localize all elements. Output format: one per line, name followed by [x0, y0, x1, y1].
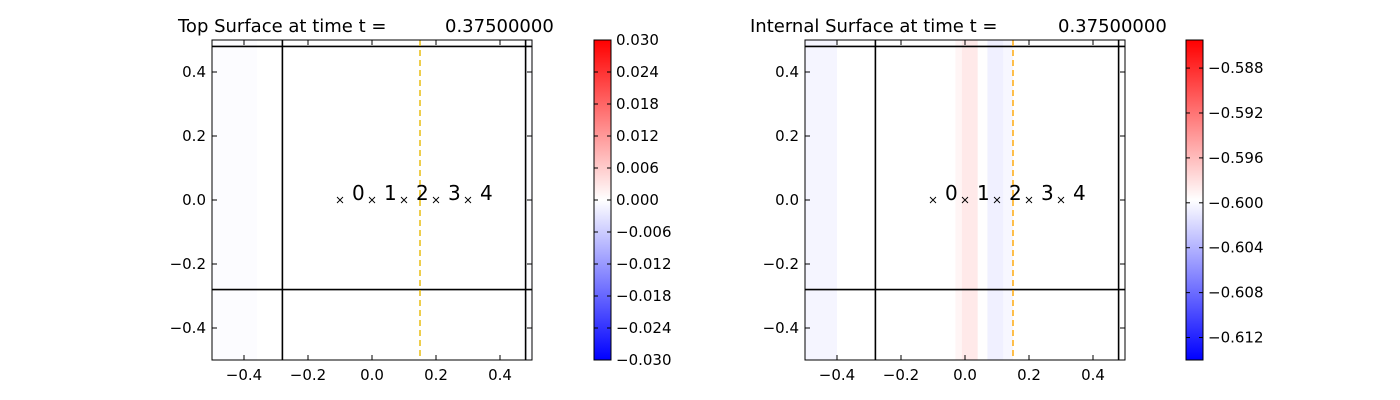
marker-1: 1: [961, 181, 990, 205]
marker-cross-0: [336, 196, 344, 204]
marker-cross-1: [961, 196, 969, 204]
y-tick-label-1: −0.2: [763, 255, 799, 273]
colorbar-gradient: [1185, 39, 1204, 361]
marker-0: 0: [336, 181, 365, 205]
chart-title: Internal Surface at time t =: [750, 16, 997, 37]
colorbar-tick-label-2: 0.018: [616, 95, 659, 113]
marker-label-3: 3: [1041, 181, 1054, 205]
x-tick-label-2: 0.0: [360, 366, 384, 384]
y-tick-label-2: 0.0: [182, 191, 206, 209]
marker-3: 3: [432, 181, 461, 205]
chart-title: Top Surface at time t =: [177, 16, 386, 37]
colorbar: −0.588 −0.592 −0.596 −0.600 −0.604 −0.608 −0.6…: [1185, 39, 1264, 361]
marker-0: 0: [929, 181, 958, 205]
colorbar-tick-label-1: −0.592: [1208, 104, 1264, 122]
chart-title-time: 0.37500000: [1058, 16, 1167, 37]
colorbar-tick-label-3: −0.600: [1208, 194, 1264, 212]
marker-4: 4: [464, 181, 493, 205]
y-tick-label-3: 0.2: [182, 127, 206, 145]
y-tick-label-0: −0.4: [763, 319, 799, 337]
colorbar-tick-label-5: 0.000: [616, 191, 659, 209]
colorbar-tick-label-2: −0.596: [1208, 149, 1264, 167]
marker-cross-4: [464, 196, 472, 204]
marker-3: 3: [1025, 181, 1054, 205]
x-tick-label-4: 0.4: [1081, 366, 1105, 384]
colorbar-tick-label-4: −0.604: [1208, 239, 1264, 257]
colorbar-tick-label-1: 0.024: [616, 63, 659, 81]
colorbar: 0.030 0.024 0.018 0.012 0.006 0.000 −0.006 −0.0…: [593, 31, 672, 369]
colorbar-tick-label-9: −0.024: [616, 319, 672, 337]
marker-label-2: 2: [1009, 181, 1022, 205]
x-tick-label-0: −0.4: [819, 366, 855, 384]
field-band-4: [987, 40, 1004, 360]
marker-2: 2: [400, 181, 429, 205]
x-tick-label-3: 0.2: [1017, 366, 1041, 384]
marker-label-0: 0: [945, 181, 958, 205]
field-band-0: [805, 40, 837, 360]
marker-cross-3: [1025, 196, 1033, 204]
y-tick-label-1: −0.2: [170, 255, 206, 273]
colorbar-tick-label-0: 0.030: [616, 31, 659, 49]
marker-label-3: 3: [448, 181, 461, 205]
marker-cross-2: [400, 196, 408, 204]
colorbar-tick-label-3: 0.012: [616, 127, 659, 145]
chart-panel-1: 0 1 2 3 4 −0.4 −0.2 0.0 0.2 0.4 −0.4 −0.2 0.0 0.2 0.4 I…: [750, 16, 1264, 384]
colorbar-tick-label-7: −0.012: [616, 255, 672, 273]
x-tick-label-2: 0.0: [953, 366, 977, 384]
marker-label-2: 2: [416, 181, 429, 205]
field-band-1: [955, 40, 962, 360]
marker-label-4: 4: [1073, 181, 1086, 205]
y-tick-label-2: 0.0: [775, 191, 799, 209]
marker-2: 2: [993, 181, 1022, 205]
marker-cross-0: [929, 196, 937, 204]
x-tick-label-1: −0.2: [883, 366, 919, 384]
marker-label-0: 0: [352, 181, 365, 205]
field-band-0: [212, 40, 257, 360]
marker-cross-3: [432, 196, 440, 204]
colorbar-tick-label-0: −0.588: [1208, 59, 1264, 77]
x-tick-label-1: −0.2: [290, 366, 326, 384]
y-tick-label-4: 0.4: [182, 63, 206, 81]
colorbar-tick-label-10: −0.030: [616, 351, 672, 369]
chart-panel-0: 0 1 2 3 4 −0.4 −0.2 0.0 0.2 0.4 −0.4 −0.2 0.0 0.2 0.4 T…: [170, 16, 672, 384]
marker-cross-1: [368, 196, 376, 204]
colorbar-tick-label-6: −0.006: [616, 223, 672, 241]
field-band-2: [961, 40, 978, 360]
x-tick-label-3: 0.2: [424, 366, 448, 384]
marker-cross-2: [993, 196, 1001, 204]
marker-label-1: 1: [977, 181, 990, 205]
marker-label-1: 1: [384, 181, 397, 205]
x-tick-label-4: 0.4: [488, 366, 512, 384]
chart-title-time: 0.37500000: [445, 16, 554, 37]
colorbar-tick-label-4: 0.006: [616, 159, 659, 177]
marker-label-4: 4: [480, 181, 493, 205]
colorbar-tick-label-8: −0.018: [616, 287, 672, 305]
field-band-3: [977, 40, 988, 360]
y-tick-label-3: 0.2: [775, 127, 799, 145]
colorbar-tick-label-6: −0.612: [1208, 329, 1264, 347]
y-tick-label-4: 0.4: [775, 63, 799, 81]
x-tick-label-0: −0.4: [226, 366, 262, 384]
marker-cross-4: [1057, 196, 1065, 204]
y-tick-label-0: −0.4: [170, 319, 206, 337]
marker-4: 4: [1057, 181, 1086, 205]
field-band-5: [1003, 40, 1013, 360]
colorbar-tick-label-5: −0.608: [1208, 284, 1264, 302]
marker-1: 1: [368, 181, 397, 205]
